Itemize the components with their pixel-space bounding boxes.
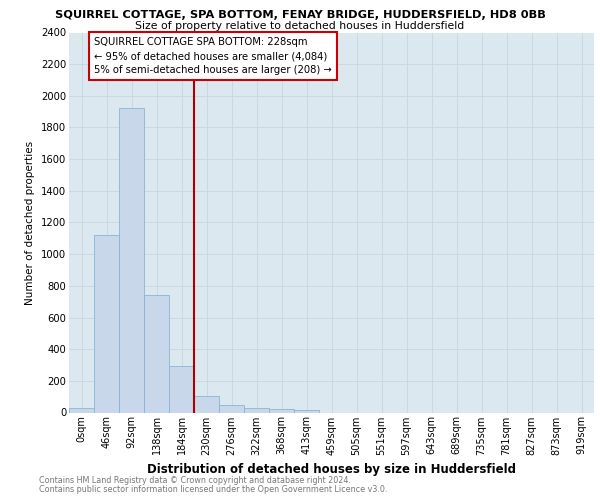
- Bar: [269, 410, 294, 412]
- Bar: [219, 406, 244, 412]
- Y-axis label: Number of detached properties: Number of detached properties: [25, 140, 35, 304]
- Bar: [169, 366, 194, 412]
- Bar: [244, 408, 269, 412]
- Text: SQUIRREL COTTAGE SPA BOTTOM: 228sqm
← 95% of detached houses are smaller (4,084): SQUIRREL COTTAGE SPA BOTTOM: 228sqm ← 95…: [94, 37, 332, 75]
- Bar: [69, 408, 94, 412]
- X-axis label: Distribution of detached houses by size in Huddersfield: Distribution of detached houses by size …: [147, 463, 516, 476]
- Bar: [294, 410, 319, 412]
- Bar: [94, 235, 119, 412]
- Text: Size of property relative to detached houses in Huddersfield: Size of property relative to detached ho…: [136, 21, 464, 31]
- Text: Contains HM Land Registry data © Crown copyright and database right 2024.: Contains HM Land Registry data © Crown c…: [39, 476, 351, 485]
- Text: SQUIRREL COTTAGE, SPA BOTTOM, FENAY BRIDGE, HUDDERSFIELD, HD8 0BB: SQUIRREL COTTAGE, SPA BOTTOM, FENAY BRID…: [55, 10, 545, 20]
- Text: Contains public sector information licensed under the Open Government Licence v3: Contains public sector information licen…: [39, 485, 388, 494]
- Bar: [119, 108, 144, 412]
- Bar: [144, 296, 169, 412]
- Bar: [194, 396, 219, 412]
